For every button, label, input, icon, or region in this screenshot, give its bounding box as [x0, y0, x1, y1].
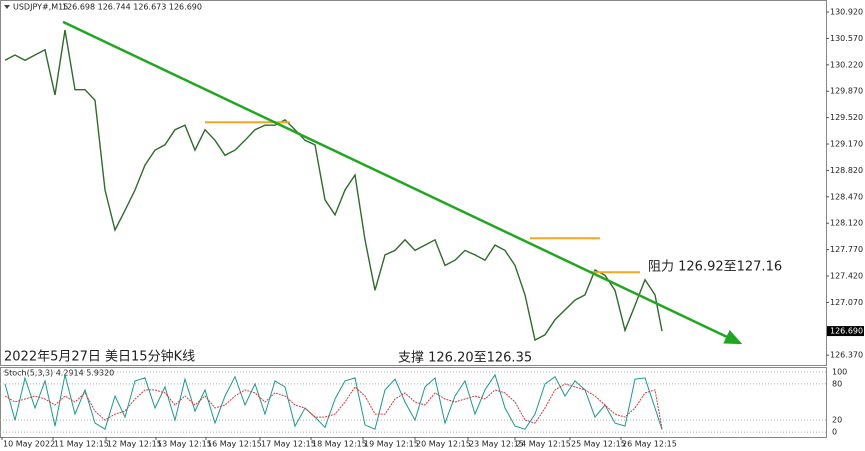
stoch-panel [0, 367, 827, 438]
y-tick-label: 20 [832, 416, 842, 425]
x-tick-label: 13 May 12:15 [157, 440, 212, 449]
price-line [4, 29, 663, 342]
price-line [4, 383, 663, 429]
symbol: USDJPY#,M15 [13, 3, 68, 12]
annotation: 2022年5月27日 美日15分钟K线 [4, 349, 195, 365]
x-tick-label: 18 May 12:15 [312, 440, 367, 449]
y-tick-label: 127.420 [830, 272, 863, 281]
main-panel [0, 0, 827, 366]
menu-icon[interactable] [4, 5, 10, 9]
y-tick-label: 0 [832, 428, 837, 437]
y-tick-label: 126.370 [830, 351, 863, 360]
y-tick-label: 128.470 [830, 192, 863, 201]
y-tick-label: 80 [832, 379, 842, 388]
x-tick-label: 12 May 12:15 [107, 440, 162, 449]
ohlc: 126.698 126.744 126.673 126.690 [62, 3, 202, 12]
x-tick-label: 11 May 12:15 [54, 440, 109, 449]
annotation: 支撑 126.20至126.35 [398, 351, 532, 366]
y-tick-label: 128.820 [830, 166, 863, 175]
price-tag [827, 326, 864, 337]
price-tag-label: 126.690 [830, 327, 863, 336]
stoch-title: Stoch(5,3,3) 4.2914 5.9320 [4, 369, 114, 378]
x-tick-label: 24 May 12:15 [516, 440, 571, 449]
x-tick-label: 23 May 12:15 [469, 440, 524, 449]
y-tick-label: 129.170 [830, 140, 863, 149]
x-tick-label: 16 May 12:15 [207, 440, 262, 449]
x-tick-label: 19 May 12:15 [364, 440, 419, 449]
y-tick-label: 127.770 [830, 245, 863, 254]
y-tick-label: 130.570 [830, 34, 863, 43]
y-tick-label: 129.870 [830, 87, 863, 96]
x-tick-label: 10 May 2022 [3, 440, 55, 449]
y-tick-label: 129.520 [830, 113, 863, 122]
annotation: 阻力 126.92至127.16 [648, 260, 782, 275]
y-tick-label: 128.120 [830, 219, 863, 228]
trend-line [62, 20, 743, 345]
price-line [4, 373, 663, 430]
x-tick-label: 26 May 12:15 [622, 440, 677, 449]
y-tick-label: 127.070 [830, 298, 863, 307]
y-tick-label: 130.920 [830, 8, 863, 17]
y-tick-label: 130.220 [830, 60, 863, 69]
x-tick-label: 20 May 12:15 [416, 440, 471, 449]
x-tick-label: 17 May 12:15 [261, 440, 316, 449]
x-tick-label: 25 May 12:15 [571, 440, 626, 449]
y-tick-label: 100 [832, 367, 847, 376]
